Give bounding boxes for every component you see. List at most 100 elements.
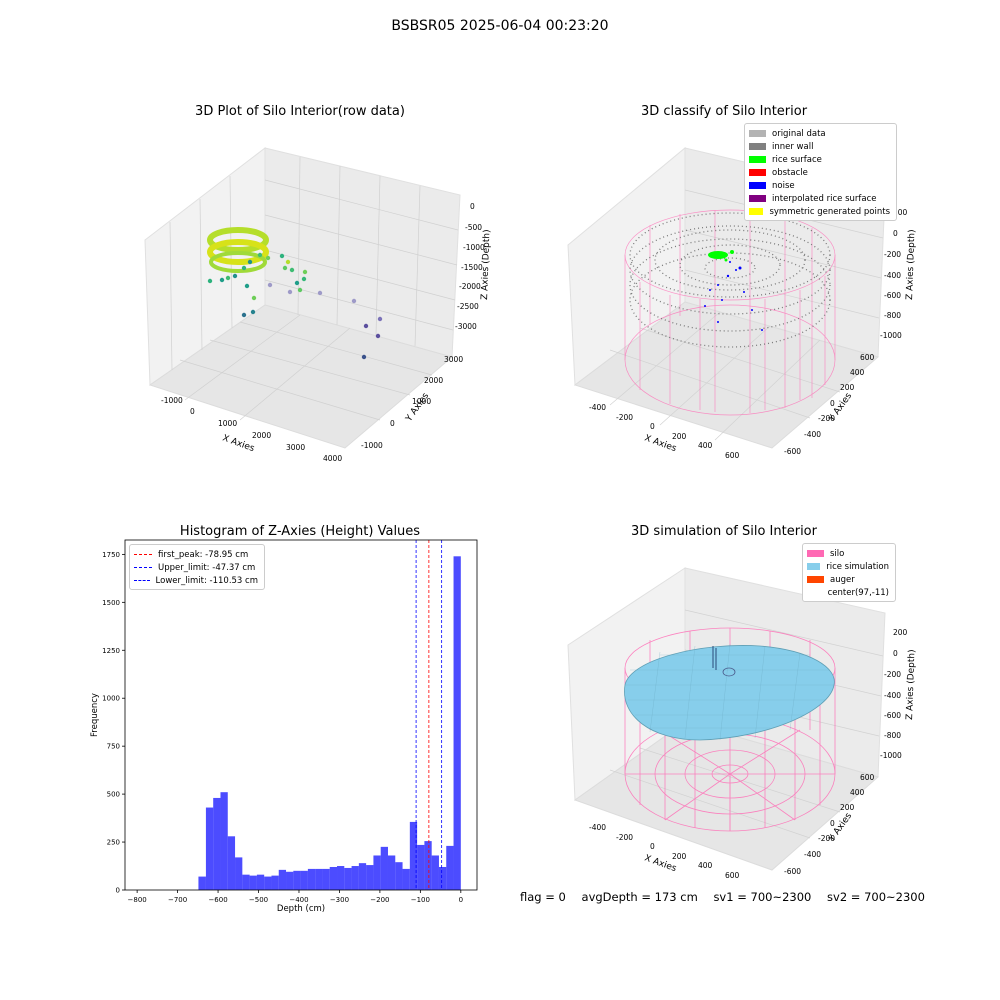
histogram-bar xyxy=(424,841,432,890)
simulation-zlabel: Z Axies (Depth) xyxy=(905,649,917,720)
histogram-bar xyxy=(431,855,439,890)
classify-legend-swatch xyxy=(749,169,766,176)
classify-xtick: 0 xyxy=(650,422,655,431)
simulation-legend-item: center(97,-11) xyxy=(807,586,889,599)
raw-plot-title: 3D Plot of Silo Interior(row data) xyxy=(195,104,405,119)
raw-xtick: 3000 xyxy=(286,443,305,452)
status-footer: flag = 0 avgDepth = 173 cm sv1 = 700~230… xyxy=(520,890,937,904)
figure-title: BSBSR05 2025-06-04 00:23:20 xyxy=(391,18,609,34)
histogram-ytick-label: 1250 xyxy=(102,647,120,655)
classify-legend-swatch xyxy=(749,182,766,189)
raw-ztick: -500 xyxy=(465,223,482,232)
raw-ytick: 1000 xyxy=(412,397,431,406)
histogram-bar xyxy=(322,868,330,890)
classify-legend: original data inner wall rice surface obsta… xyxy=(744,123,897,221)
simulation-3d-plot: -400 -200 0 200 400 600 -600 -400 -200 0… xyxy=(567,567,917,880)
simulation-legend-swatch xyxy=(807,589,822,596)
histogram-xtick-label: −700 xyxy=(168,896,187,904)
simulation-legend-swatch xyxy=(807,563,821,570)
histogram-legend: first_peak: -78.95 cm Upper_limit: -47.37… xyxy=(129,544,265,590)
histogram-legend-label: Upper_limit: -47.37 cm xyxy=(158,562,256,573)
classify-xtick: -200 xyxy=(616,413,633,422)
avg-depth-text: avgDepth = 173 cm xyxy=(581,890,698,904)
histogram-legend-label: Lower_limit: -110.53 cm xyxy=(155,575,258,586)
simulation-ztick: -200 xyxy=(884,670,901,679)
simulation-ytick: 0 xyxy=(830,819,835,828)
classify-zlabel: Z Axies (Depth) xyxy=(905,229,917,300)
histogram-xtick-label: −600 xyxy=(208,896,227,904)
classify-ztick: -400 xyxy=(884,271,901,280)
simulation-ztick: -1000 xyxy=(880,751,902,760)
histogram-ytick-label: 250 xyxy=(107,839,120,847)
simulation-legend-item: auger xyxy=(807,573,889,586)
histogram-xtick-label: −100 xyxy=(411,896,430,904)
classify-xtick: 600 xyxy=(725,451,740,460)
histogram-bar xyxy=(213,797,221,890)
simulation-xtick: 200 xyxy=(672,852,687,861)
classify-ztick: -1000 xyxy=(880,331,902,340)
raw-ztick: -2000 xyxy=(459,282,481,291)
histogram-bar xyxy=(380,846,388,890)
simulation-ytick: -200 xyxy=(818,834,835,843)
histogram-bar xyxy=(373,855,381,890)
simulation-legend-label: center(97,-11) xyxy=(827,587,889,598)
classify-legend-label: interpolated rice surface xyxy=(772,193,877,204)
histogram-xtick-label: −500 xyxy=(249,896,268,904)
raw-ztick: 0 xyxy=(470,202,475,211)
raw-xlabel: X Axies xyxy=(221,433,256,454)
raw-ztick: -3000 xyxy=(455,322,477,331)
sv2-text: sv2 = 700~2300 xyxy=(827,890,925,904)
classify-ytick: 600 xyxy=(860,353,875,362)
histogram-title: Histogram of Z-Axies (Height) Values xyxy=(179,524,421,539)
histogram-bar xyxy=(453,556,461,890)
simulation-legend-item: silo xyxy=(807,547,889,560)
histogram-legend-item: first_peak: -78.95 cm xyxy=(134,548,258,561)
simulation-ztick: -800 xyxy=(884,731,901,740)
classify-legend-item: symmetric generated points xyxy=(749,205,890,218)
raw-ztick: -1000 xyxy=(463,243,485,252)
simulation-xtick: -200 xyxy=(616,833,633,842)
raw-ytick: 3000 xyxy=(444,355,463,364)
classify-legend-item: interpolated rice surface xyxy=(749,192,890,205)
classify-ytick: 0 xyxy=(830,399,835,408)
histogram-bar xyxy=(307,868,316,890)
histogram-legend-swatch xyxy=(134,580,150,581)
simulation-legend-label: auger xyxy=(830,574,855,585)
simulation-xtick: -400 xyxy=(589,823,606,832)
raw-ztick: -2500 xyxy=(457,302,479,311)
histogram-frame xyxy=(124,539,478,891)
raw-zlabel: Z Axies (Depth) xyxy=(480,229,492,300)
histogram-ylabel: Frequency xyxy=(90,693,100,737)
classify-legend-item: rice surface xyxy=(749,153,890,166)
classify-ztick: -800 xyxy=(884,311,901,320)
classify-legend-item: original data xyxy=(749,127,890,140)
histogram-xtick-label: −800 xyxy=(128,896,147,904)
histogram-xtick-label: −300 xyxy=(330,896,349,904)
histogram-bar xyxy=(220,792,228,890)
histogram-bar xyxy=(351,866,359,890)
histogram-ytick-label: 750 xyxy=(107,743,120,751)
histogram-ytick-label: 1000 xyxy=(102,695,120,703)
simulation-xtick: 400 xyxy=(698,861,713,870)
simulation-legend-item: rice simulation xyxy=(807,560,889,573)
classify-ztick: 0 xyxy=(893,229,898,238)
simulation-ytick: -600 xyxy=(784,867,801,876)
histogram-bar xyxy=(293,870,301,890)
histogram-chart: −800 −700 −600 −500 −400 −300 −200 −100 0 0 250 50… xyxy=(90,539,478,914)
histogram-bar xyxy=(329,866,338,890)
histogram-bar xyxy=(395,862,403,890)
histogram-ytick-label: 1750 xyxy=(102,551,120,559)
classify-legend-swatch xyxy=(749,156,766,163)
simulation-legend-label: rice simulation xyxy=(826,561,889,572)
simulation-ztick: -400 xyxy=(884,691,901,700)
classify-legend-label: noise xyxy=(772,180,795,191)
classify-legend-swatch xyxy=(749,130,766,137)
histogram-legend-item: Lower_limit: -110.53 cm xyxy=(134,574,258,587)
classify-xtick: 400 xyxy=(698,441,713,450)
histogram-xtick-label: 0 xyxy=(459,896,463,904)
simulation-ytick: 400 xyxy=(850,788,865,797)
simulation-ytick: 200 xyxy=(840,803,855,812)
classify-legend-item: inner wall xyxy=(749,140,890,153)
histogram-bar xyxy=(337,866,345,890)
raw-ytick: 0 xyxy=(390,419,395,428)
